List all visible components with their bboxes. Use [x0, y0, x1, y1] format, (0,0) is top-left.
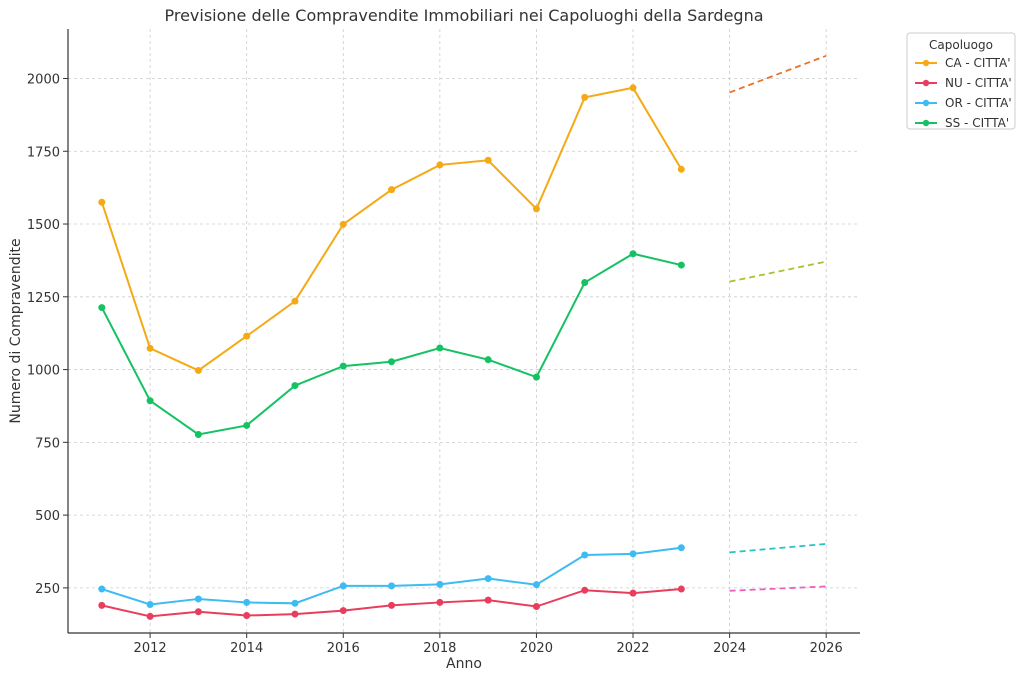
data-point [532, 581, 540, 589]
data-point [243, 421, 251, 429]
data-point [677, 261, 685, 269]
data-point [339, 582, 347, 590]
x-tick-label: 2020 [520, 641, 553, 656]
series-1 [98, 585, 827, 620]
y-tick-label: 1750 [27, 145, 60, 160]
legend-item-label: OR - CITTA' [945, 96, 1012, 110]
data-point [581, 551, 589, 559]
data-point [388, 601, 396, 609]
data-point [243, 332, 251, 340]
data-point [581, 279, 589, 287]
y-tick-label: 1250 [27, 291, 60, 306]
data-point [243, 612, 251, 620]
data-point [484, 575, 492, 583]
data-point [484, 596, 492, 604]
data-point [484, 356, 492, 364]
data-point [98, 304, 106, 312]
data-point [629, 589, 637, 597]
data-point [146, 600, 154, 608]
y-axis-label: Numero di Compravendite [8, 238, 24, 423]
data-point [98, 585, 106, 593]
x-tick-label: 2024 [713, 641, 746, 656]
data-point [436, 344, 444, 352]
x-tick-label: 2014 [230, 641, 263, 656]
series-2 [98, 543, 827, 608]
x-axis-label: Anno [446, 656, 482, 672]
y-tick-label: 750 [35, 436, 60, 451]
data-point [291, 610, 299, 618]
x-tick-label: 2022 [616, 641, 649, 656]
forecast-line [729, 54, 827, 94]
series-line [100, 86, 683, 372]
chart-title: Previsione delle Compravendite Immobilia… [164, 6, 763, 25]
data-point [436, 598, 444, 606]
data-point [436, 161, 444, 169]
data-point [146, 612, 154, 620]
series-line [101, 546, 682, 606]
data-point [194, 366, 202, 374]
data-point [291, 599, 299, 607]
data-point [436, 580, 444, 588]
data-point [629, 550, 637, 558]
data-point [291, 382, 299, 390]
legend-swatch-marker [922, 119, 930, 127]
data-point [339, 362, 347, 370]
data-point [339, 607, 347, 615]
legend-swatch-marker [922, 99, 930, 107]
data-point [677, 585, 685, 593]
data-point [581, 93, 589, 101]
data-point [677, 165, 685, 173]
x-tick-label: 2012 [134, 641, 167, 656]
data-point [388, 358, 396, 366]
series-line [100, 252, 682, 436]
forecast-line [729, 543, 827, 554]
data-point [532, 373, 540, 381]
legend-box [906, 32, 1016, 130]
series-3 [98, 250, 827, 438]
forecast-line [729, 585, 827, 592]
data-point [98, 601, 106, 609]
data-point [677, 544, 685, 552]
forecast-line [729, 260, 827, 283]
y-tick-label: 2000 [27, 72, 60, 87]
data-point [532, 603, 540, 611]
grid-lines [68, 29, 860, 633]
legend-item-label: NU - CITTA' [945, 76, 1012, 90]
legend-item-label: SS - CITTA' [945, 116, 1009, 130]
data-point [146, 397, 154, 405]
series-0 [98, 54, 827, 374]
y-tick-label: 1500 [27, 218, 60, 233]
data-point [388, 186, 396, 194]
legend-swatch-marker [922, 59, 930, 67]
x-tick-label: 2016 [327, 641, 360, 656]
data-point [243, 598, 251, 606]
data-point [581, 586, 589, 594]
legend-title: Capoluogo [929, 38, 993, 52]
data-point [532, 205, 540, 213]
data-point [291, 297, 299, 305]
x-tick-label: 2018 [423, 641, 456, 656]
y-tick-label: 250 [35, 582, 60, 597]
data-point [339, 220, 347, 228]
data-point [629, 84, 637, 92]
data-point [146, 344, 154, 352]
y-tick-label: 1000 [27, 364, 60, 379]
data-point [194, 595, 202, 603]
data-point [98, 198, 106, 206]
legend-item-label: CA - CITTA' [945, 56, 1011, 70]
data-point [629, 250, 637, 258]
data-point [484, 156, 492, 164]
y-tick-label: 500 [35, 509, 60, 524]
legend: Capoluogo CA - CITTA' NU - CITTA' OR - CITT… [906, 32, 1016, 130]
data-point [194, 608, 202, 616]
data-point [388, 582, 396, 590]
data-point [194, 430, 202, 438]
legend-swatch-marker [922, 79, 930, 87]
x-tick-label: 2026 [810, 641, 843, 656]
